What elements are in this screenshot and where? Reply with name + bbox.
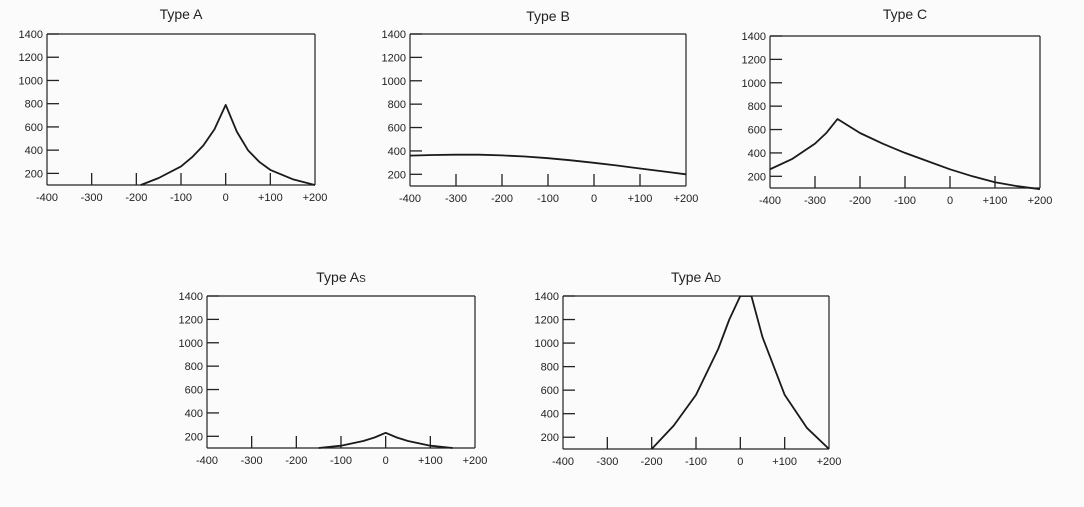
y-tick-label: 1000	[19, 75, 43, 87]
y-tick-label: 1200	[179, 314, 203, 326]
x-tick-label: -300	[804, 195, 826, 207]
x-tick-label: +200	[674, 193, 699, 205]
y-tick-label: 400	[185, 408, 203, 420]
type-c-chart: Type C 200 400 600 800 1000 1200 1400 -400 -300 -2…	[742, 6, 1053, 207]
series-line	[318, 431, 453, 449]
x-tick-label: +100	[772, 456, 797, 468]
x-tick-label: -300	[445, 193, 467, 205]
type-a-chart: Type A 200 400 600 800 1000 1200 1400 -400 -300 -2…	[19, 6, 328, 204]
x-tick-label: 0	[737, 456, 743, 468]
x-tick-label: +200	[1028, 195, 1053, 207]
x-tick-label: -400	[36, 192, 58, 204]
x-tick-label: -300	[241, 455, 263, 467]
y-tick-label: 1000	[382, 76, 406, 88]
y-tick-label: 1200	[19, 52, 43, 64]
y-tick-label: 400	[388, 146, 406, 158]
y-tick-label: 600	[541, 385, 559, 397]
x-tick-label: 0	[383, 455, 389, 467]
chart-title: Type AS	[316, 269, 366, 285]
y-tick-label: 400	[748, 148, 766, 160]
y-tick-label: 200	[185, 431, 203, 443]
x-tick-label: -400	[399, 193, 421, 205]
type-ad-chart: Type AD 200 400 600 800 1000 1200 1400 -400 -300 -…	[535, 269, 842, 468]
chart-title: Type C	[883, 6, 927, 22]
x-tick-label: -100	[170, 192, 192, 204]
x-tick-label: 0	[947, 195, 953, 207]
y-tick-label: 1400	[19, 29, 43, 41]
x-tick-label: +200	[463, 455, 488, 467]
series-line	[770, 118, 1040, 190]
x-tick-label: +100	[628, 193, 653, 205]
y-tick-label: 1200	[535, 315, 559, 327]
y-tick-label: 1400	[382, 29, 406, 41]
series-line	[410, 153, 686, 176]
y-tick-label: 600	[185, 385, 203, 397]
x-tick-label: -400	[196, 455, 218, 467]
x-tick-label: 0	[591, 193, 597, 205]
x-tick-label: -100	[685, 456, 707, 468]
y-tick-label: 800	[25, 99, 43, 111]
y-tick-label: 1400	[179, 291, 203, 303]
y-tick-label: 400	[541, 409, 559, 421]
x-tick-label: -300	[596, 456, 618, 468]
x-tick-label: -200	[491, 193, 513, 205]
y-tick-label: 800	[541, 362, 559, 374]
y-tick-label: 1400	[535, 291, 559, 303]
series-line	[140, 104, 315, 186]
y-tick-label: 200	[388, 169, 406, 181]
x-tick-label: +200	[817, 456, 842, 468]
y-tick-label: 800	[748, 101, 766, 113]
type-b-chart: Type B 200 400 600 800 1000 1200 1400 -400 -300 -2…	[382, 8, 699, 205]
x-tick-label: +100	[258, 192, 283, 204]
x-tick-label: -100	[537, 193, 559, 205]
y-tick-label: 1000	[742, 78, 766, 90]
y-tick-label: 1200	[382, 52, 406, 64]
x-tick-label: 0	[223, 192, 229, 204]
type-as-chart: Type AS 200 400 600 800 1000 1200 1400 -400 -300 -…	[179, 269, 488, 467]
y-tick-label: 200	[748, 171, 766, 183]
y-tick-label: 600	[25, 122, 43, 134]
chart-title: Type B	[526, 8, 570, 24]
y-tick-label: 800	[185, 361, 203, 373]
x-tick-label: +100	[418, 455, 443, 467]
y-tick-label: 1400	[742, 31, 766, 43]
y-tick-label: 200	[25, 168, 43, 180]
y-tick-label: 1200	[742, 54, 766, 66]
y-tick-label: 1000	[535, 338, 559, 350]
y-tick-label: 800	[388, 99, 406, 111]
y-tick-label: 1000	[179, 338, 203, 350]
x-tick-label: -200	[125, 192, 147, 204]
x-tick-label: -200	[285, 455, 307, 467]
chart-title: Type A	[160, 6, 203, 22]
y-tick-label: 400	[25, 145, 43, 157]
x-tick-label: -400	[552, 456, 574, 468]
y-tick-label: 600	[748, 125, 766, 137]
x-tick-label: -300	[81, 192, 103, 204]
x-tick-label: -200	[641, 456, 663, 468]
x-tick-label: -200	[849, 195, 871, 207]
chart-title: Type AD	[671, 269, 721, 285]
y-tick-label: 200	[541, 432, 559, 444]
x-tick-label: -100	[330, 455, 352, 467]
x-tick-label: -400	[759, 195, 781, 207]
x-tick-label: +200	[303, 192, 328, 204]
x-tick-label: -100	[894, 195, 916, 207]
y-tick-label: 600	[388, 123, 406, 135]
series-line	[651, 296, 829, 450]
x-tick-label: +100	[983, 195, 1008, 207]
